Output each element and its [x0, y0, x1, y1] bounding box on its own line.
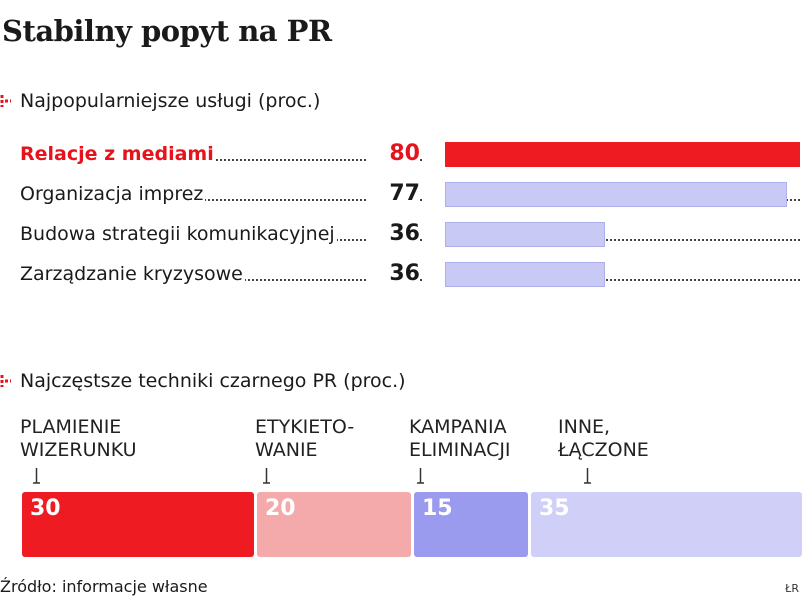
bar-track-dots — [445, 239, 800, 241]
segment-label-line: KAMPANIA — [409, 416, 507, 438]
bar-row: Relacje z mediami 80 — [0, 139, 805, 169]
segment-label: ETYKIETO- WANIE — [255, 416, 354, 462]
bar — [445, 222, 605, 247]
segment-value: 15 — [422, 496, 453, 521]
value-label: 80 — [368, 139, 420, 169]
segment-value: 20 — [265, 496, 296, 521]
segment-label-line: INNE, — [558, 416, 611, 438]
stack-segment: 30 — [22, 492, 254, 557]
bar — [445, 262, 605, 287]
bar-row: Organizacja imprez 77 — [0, 179, 805, 209]
bar-row: Budowa strategii komunikacyjnej 36 — [0, 219, 805, 249]
stack-segment: 15 — [414, 492, 528, 557]
red-bracket-icon — [0, 375, 11, 387]
value-label: 77 — [368, 179, 420, 209]
segment-label: INNE, ŁĄCZONE — [558, 416, 649, 462]
segment-label: PLAMIENIE WIZERUNKU — [20, 416, 137, 462]
bar-track-dots — [445, 279, 800, 281]
bar-row: Zarządzanie kryzysowe 36 — [0, 259, 805, 289]
pointer-tick-icon — [263, 468, 270, 484]
leader-dots — [20, 159, 422, 161]
segment-label-line: ŁĄCZONE — [558, 439, 649, 461]
segment-label-line: ETYKIETO- — [255, 416, 355, 438]
bar — [445, 142, 800, 167]
value-label: 36 — [368, 259, 420, 289]
pointer-tick-icon — [584, 468, 591, 484]
segment-value: 30 — [30, 496, 61, 521]
section-title-black-pr: Najczęstsze techniki czarnego PR (proc.) — [20, 370, 406, 392]
stack-segment: 20 — [257, 492, 411, 557]
author-credit: ŁR — [785, 582, 799, 595]
category-label: Zarządzanie kryzysowe — [20, 259, 245, 289]
segment-label-line: ELIMINACJI — [409, 439, 511, 461]
category-label: Organizacja imprez — [20, 179, 206, 209]
section-header-services: Najpopularniejsze usługi (proc.) — [0, 90, 320, 112]
pointer-tick-icon — [417, 468, 424, 484]
pointer-tick-icon — [33, 468, 40, 484]
page-title: Stabilny popyt na PR — [2, 14, 332, 48]
category-label: Relacje z mediami — [20, 139, 216, 169]
segment-label-line: WANIE — [255, 439, 318, 461]
stack-segment: 35 — [531, 492, 802, 557]
value-label: 36 — [368, 219, 420, 249]
segment-value: 35 — [539, 496, 570, 521]
segment-label-line: PLAMIENIE — [20, 416, 122, 438]
red-bracket-icon — [0, 95, 11, 107]
bar — [445, 182, 787, 207]
segment-label-line: WIZERUNKU — [20, 439, 137, 461]
section-title-services: Najpopularniejsze usługi (proc.) — [20, 90, 321, 112]
source-note: Źródło: informacje własne — [0, 577, 208, 596]
segment-label: KAMPANIA ELIMINACJI — [409, 416, 511, 462]
leader-dots — [20, 199, 422, 201]
category-label: Budowa strategii komunikacyjnej — [20, 219, 337, 249]
section-header-black-pr: Najczęstsze techniki czarnego PR (proc.) — [0, 370, 406, 392]
